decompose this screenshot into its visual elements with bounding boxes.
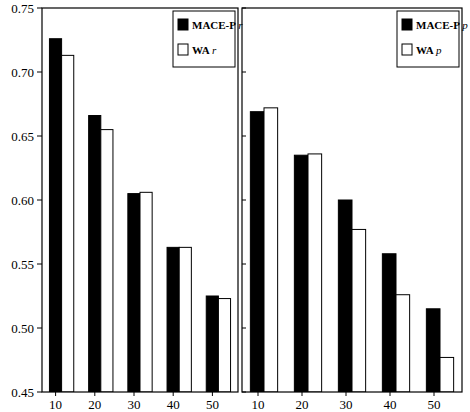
bars <box>49 39 230 392</box>
bar <box>308 154 322 392</box>
legend-label-part: MACE-P <box>416 19 462 31</box>
bar <box>382 254 396 392</box>
x-tick-label: 10 <box>252 397 265 412</box>
bar <box>89 116 101 392</box>
y-tick <box>242 328 246 329</box>
bar <box>426 309 440 392</box>
legend-label: WA p <box>416 44 442 56</box>
y-tick <box>242 200 246 201</box>
x-tick-label: 40 <box>167 397 180 412</box>
bar <box>352 229 366 392</box>
legend: MACE-P pWA p <box>397 11 468 67</box>
bar <box>62 55 74 392</box>
x-tick-label: 20 <box>296 397 309 412</box>
legend-label-part: MACE-P <box>192 19 238 31</box>
plot-frame <box>42 8 238 392</box>
y-tick <box>37 264 42 265</box>
bar <box>396 295 410 392</box>
y-tick <box>37 200 42 201</box>
legend-swatch <box>178 44 188 55</box>
bar <box>206 296 218 392</box>
legend-label-part: WA <box>192 44 212 56</box>
legend-label-part: WA <box>416 44 436 56</box>
panel: 1020304050MACE-P pWA p <box>242 8 468 412</box>
bar <box>167 247 179 392</box>
y-tick <box>37 392 42 393</box>
legend-swatch <box>178 19 188 30</box>
legend-label: MACE-P p <box>416 19 468 31</box>
bar <box>128 194 140 392</box>
x-tick-label: 20 <box>88 397 101 412</box>
legend-label-part: p <box>435 44 442 56</box>
legend-swatch <box>402 44 412 55</box>
x-tick-label: 50 <box>428 397 441 412</box>
y-tick <box>242 136 246 137</box>
y-tick-label: 0.70 <box>11 65 34 80</box>
plot-frame <box>242 8 462 392</box>
y-tick-label: 0.60 <box>11 193 34 208</box>
x-tick-label: 30 <box>340 397 353 412</box>
y-tick-label: 0.65 <box>11 129 34 144</box>
bar <box>440 357 454 392</box>
bar <box>101 130 113 392</box>
bar <box>140 192 152 392</box>
bar <box>250 112 264 392</box>
bar <box>179 247 191 392</box>
bar <box>218 299 230 392</box>
bar <box>338 200 352 392</box>
chart-root: 0.45 0.50 0.55 0.60 0.65 0.70 0.75 10 20 30 40 50 MA… <box>0 0 470 412</box>
legend-label: MACE-P r <box>192 19 243 31</box>
y-tick-label: 0.75 <box>11 1 34 16</box>
y-tick <box>242 264 246 265</box>
legend-label: WA r <box>192 44 217 56</box>
legend-label-part: p <box>461 19 468 31</box>
y-tick-label: 0.50 <box>11 321 34 336</box>
y-tick <box>37 136 42 137</box>
legend: MACE-P rWA r <box>173 11 243 67</box>
y-tick <box>37 8 42 9</box>
bar <box>294 155 308 392</box>
y-tick <box>242 72 246 73</box>
y-tick-label: 0.55 <box>11 257 34 272</box>
bar <box>49 39 61 392</box>
y-tick-label: 0.45 <box>11 385 34 400</box>
y-tick <box>37 328 42 329</box>
x-tick-label: 30 <box>128 397 141 412</box>
bars <box>250 108 453 392</box>
legend-label-part: r <box>212 44 217 56</box>
legend-swatch <box>402 19 412 30</box>
y-tick <box>37 72 42 73</box>
bar <box>264 108 278 392</box>
x-tick-label: 40 <box>384 397 397 412</box>
x-tick-label: 50 <box>206 397 219 412</box>
panel: 0.45 0.50 0.55 0.60 0.65 0.70 0.75 10 20 30 40 50 MA… <box>11 1 243 412</box>
x-tick-label: 10 <box>49 397 62 412</box>
